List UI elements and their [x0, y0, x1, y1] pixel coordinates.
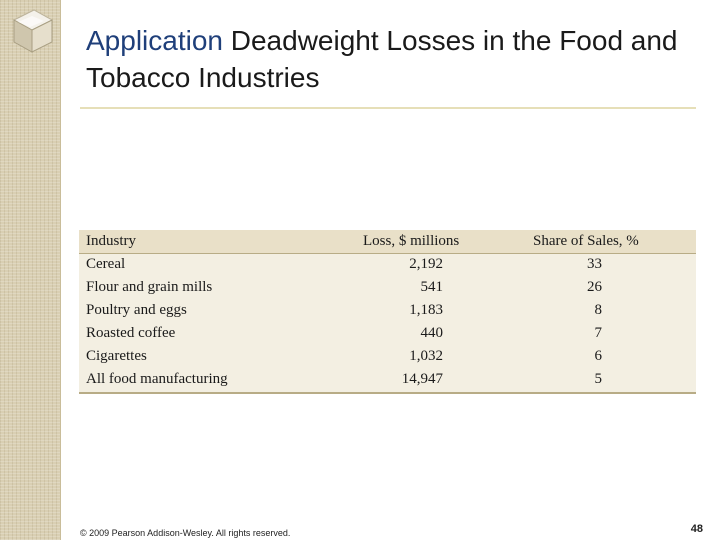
- header-share: Share of Sales, %: [533, 233, 639, 249]
- row-share: 6: [594, 348, 603, 364]
- title-highlight: Application: [86, 25, 223, 56]
- row-share: 7: [594, 325, 603, 341]
- row-share: 5: [594, 371, 603, 387]
- page-number: 48: [690, 523, 703, 535]
- row-industry: Poultry and eggs: [86, 302, 187, 318]
- row-loss: 2,192: [409, 256, 443, 272]
- row-share: 8: [594, 302, 603, 318]
- row-industry: Flour and grain mills: [86, 279, 213, 295]
- row-industry: Roasted coffee: [86, 325, 176, 341]
- row-loss: 440: [420, 325, 444, 341]
- title-text: Deadweight Losses in the Food and Tobacc…: [86, 25, 678, 93]
- row-loss: 1,032: [409, 348, 443, 364]
- row-loss: 1,183: [409, 302, 443, 318]
- slide-title: Application Deadweight Losses in the Foo…: [86, 22, 686, 96]
- row-industry: Cigarettes: [86, 348, 147, 364]
- header-industry: Industry: [86, 233, 136, 249]
- header-loss: Loss, $ millions: [363, 233, 460, 249]
- row-share: 26: [587, 279, 602, 295]
- table-bottom-rule: [79, 392, 696, 394]
- row-share: 33: [587, 256, 602, 272]
- deadweight-loss-table: Industry Loss, $ millions Share of Sales…: [79, 230, 696, 394]
- decorative-sidebar: [0, 0, 61, 540]
- glass-cube-icon: [12, 9, 54, 53]
- row-loss: 14,947: [401, 371, 443, 387]
- title-divider: [80, 107, 696, 109]
- copyright-footer: © 2009 Pearson Addison-Wesley. All right…: [80, 528, 291, 538]
- row-loss: 541: [420, 279, 444, 295]
- row-industry: All food manufacturing: [86, 371, 228, 387]
- row-industry: Cereal: [86, 256, 126, 272]
- table-header-row: Industry Loss, $ millions Share of Sales…: [79, 230, 696, 254]
